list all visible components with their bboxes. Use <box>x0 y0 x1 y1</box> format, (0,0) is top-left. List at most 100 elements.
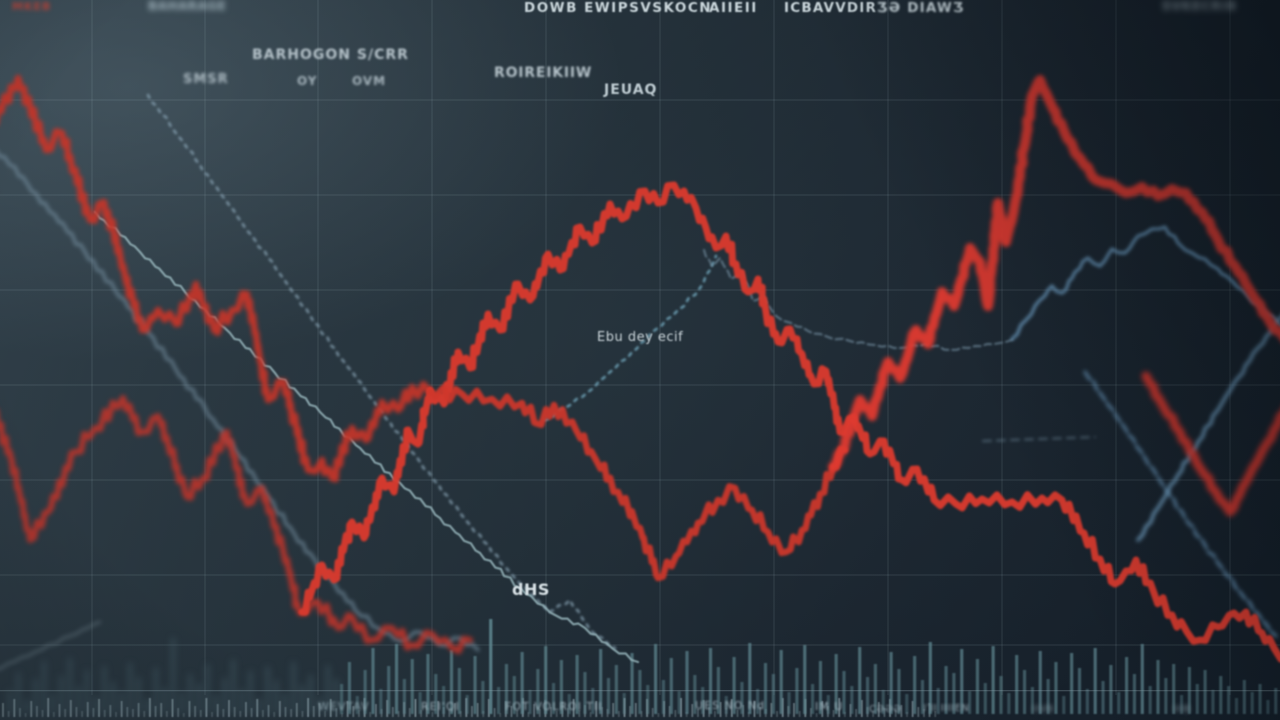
volume-bar <box>1117 692 1121 714</box>
chart-label-16: REI'QI <box>421 700 460 713</box>
series-blue-bottomleft-faint <box>0 620 102 670</box>
volume-bar <box>1250 692 1254 714</box>
volume-bar <box>677 691 681 714</box>
volume-bar <box>638 670 642 714</box>
volume-bar <box>1164 678 1168 714</box>
chart-label-3: AIIEII <box>709 0 758 16</box>
volume-bar-blurred <box>257 698 261 714</box>
chart-label-13: Ebu dey ecif <box>597 330 684 345</box>
ticker-bar <box>307 698 310 717</box>
ticker-bar <box>917 707 920 717</box>
volume-bar-blurred <box>197 683 201 714</box>
ticker-bar <box>815 713 818 717</box>
chart-label-20: CƏƏƏ <box>869 704 902 715</box>
ticker-bar <box>131 709 134 717</box>
volume-bar-blurred <box>137 677 141 714</box>
ticker-bar <box>98 699 101 717</box>
volume-bar-blurred <box>240 689 244 714</box>
ticker-bar <box>612 703 615 717</box>
series-red-right-spike <box>828 75 1280 472</box>
volume-bar <box>1242 680 1246 714</box>
volume-bar <box>1203 670 1207 714</box>
ticker-bar <box>691 704 694 717</box>
volume-bar <box>991 646 995 714</box>
volume-bar <box>1007 693 1011 714</box>
volume-bar-blurred <box>33 678 38 714</box>
volume-bar-blurred <box>68 658 72 714</box>
ticker-bar <box>109 705 112 717</box>
volume-bar-blurred <box>231 659 235 714</box>
ticker-bar <box>470 706 473 717</box>
ticker-bar <box>391 707 394 717</box>
volume-bar <box>473 656 477 714</box>
volume-bar <box>497 687 501 714</box>
ticker-bar <box>312 706 315 717</box>
ticker-bar <box>674 710 677 717</box>
volume-bar <box>1211 690 1215 714</box>
volume-bar-blurred <box>171 638 175 714</box>
volume-bar <box>1015 655 1019 714</box>
ticker-bar <box>47 698 50 717</box>
volume-bar-blurred <box>51 694 55 714</box>
volume-bar <box>481 681 485 714</box>
ticker-bar <box>177 708 180 717</box>
volume-bar <box>1101 681 1105 714</box>
ticker-bar <box>228 700 230 717</box>
chart-label-21: IʼII IIIIEN <box>923 703 970 714</box>
volume-bar <box>1022 670 1027 714</box>
chart-label-23: IIIB <box>1173 704 1191 715</box>
volume-bar <box>1234 698 1239 714</box>
series-red-topleft-decline <box>0 74 434 483</box>
chart-label-6: SVKECRIB <box>1162 0 1238 13</box>
chart-label-15: WEVTAV <box>318 700 370 713</box>
chart-label-9: OY <box>297 74 318 88</box>
volume-bar <box>630 653 634 714</box>
volume-bar <box>1054 662 1058 714</box>
chart-label-5: ƷƏ DIAWƷ <box>877 0 965 16</box>
chart-label-12: JEUAQ <box>604 82 658 98</box>
series-blue-bottomright-ascending-diagonal <box>1136 316 1280 542</box>
ticker-bar <box>855 709 858 717</box>
chart-label-2: DOWB EWIPSVSKOCN <box>524 0 713 16</box>
volume-bar <box>1274 688 1278 714</box>
volume-bars <box>340 619 1278 714</box>
volume-bar-blurred <box>223 678 227 714</box>
ticker-bar <box>81 711 84 717</box>
series-blue-dashed-diagonal <box>146 93 617 650</box>
ticker-bar <box>2 703 4 717</box>
ticker-bar <box>261 710 264 717</box>
volume-bar-blurred <box>25 699 29 714</box>
volume-bar-blurred <box>16 672 20 714</box>
volume-bar-blurred <box>309 674 313 714</box>
volume-bar <box>606 678 611 714</box>
volume-bars-blurred-left <box>8 638 339 714</box>
ticker-bar <box>776 711 779 717</box>
chart-label-0: MKEB <box>12 0 52 13</box>
ticker-bar <box>374 704 377 717</box>
volume-bar-blurred <box>180 692 184 714</box>
ticker-bar <box>634 703 637 717</box>
volume-bar <box>975 659 980 714</box>
chart-label-19: IM U <box>815 700 844 713</box>
chart-label-11: ROIREIKIIW <box>494 65 593 81</box>
chart-label-8: SMSR <box>183 72 229 87</box>
volume-bar <box>1140 644 1144 714</box>
volume-bar <box>402 679 406 714</box>
chart-label-10: OVM <box>352 74 387 88</box>
volume-bar <box>1195 684 1199 714</box>
volume-bar <box>913 656 917 714</box>
volume-bar <box>1085 689 1089 714</box>
volume-bar <box>465 695 469 714</box>
volume-bar <box>1125 657 1129 714</box>
ticker-bar <box>476 703 479 717</box>
volume-bar-blurred <box>128 662 132 714</box>
series-blue-bottomright-descending-diagonal <box>1083 370 1278 638</box>
ticker-bar <box>30 701 33 717</box>
volume-bar <box>1070 653 1074 714</box>
volume-bar-blurred <box>214 694 218 714</box>
series-red-center-mountain <box>298 181 1280 663</box>
volume-bar <box>1258 684 1262 714</box>
ticker-bar <box>493 708 496 717</box>
volume-bar-blurred <box>248 670 253 714</box>
ticker-bar <box>617 711 620 717</box>
